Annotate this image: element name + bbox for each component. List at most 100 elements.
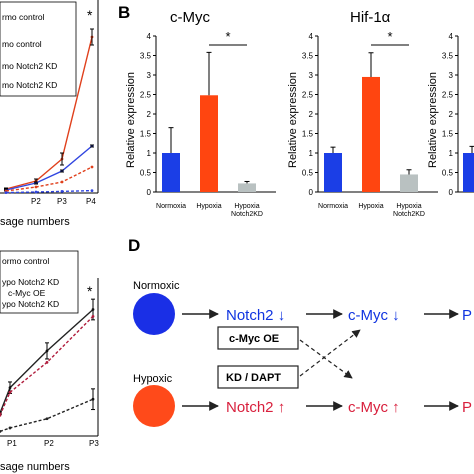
bar-chart-y-tick-label: 3.5 bbox=[140, 52, 152, 61]
panel-a-tick: P3 bbox=[57, 197, 67, 206]
line-point bbox=[4, 191, 8, 195]
bar-chart-y-tick-label: 4 bbox=[147, 32, 152, 41]
panel-c-growth-chart: P1 P2 P3 sage numbers * ormo control ypo… bbox=[0, 250, 99, 473]
significance-star: * bbox=[225, 29, 230, 44]
cmyc-oe-label: c-Myc OE bbox=[229, 333, 279, 345]
bar-category-label: Notch2KD bbox=[231, 211, 263, 218]
panel-c-legend-box bbox=[0, 250, 79, 314]
bar-chart-y-label: Relative expression bbox=[125, 72, 137, 168]
line-point bbox=[8, 390, 12, 394]
bar-chart-y-label: Relative expression bbox=[427, 72, 439, 168]
bar-chart-y-tick-label: 4 bbox=[449, 32, 454, 41]
normoxic-label: Normoxic bbox=[133, 280, 180, 292]
kd-dapt-label: KD / DAPT bbox=[226, 372, 281, 384]
bar-chart-y-tick-label: 1.5 bbox=[140, 130, 152, 139]
bar bbox=[362, 76, 380, 192]
bar-chart-y-tick-label: 0.5 bbox=[140, 169, 152, 178]
line-point bbox=[91, 315, 95, 318]
bar-category-label: Hypoxia bbox=[396, 203, 421, 210]
output-label-normoxic: P bbox=[462, 307, 472, 324]
bar bbox=[162, 153, 180, 192]
bar-chart-y-tick-label: 4 bbox=[309, 32, 314, 41]
bar-chart-y-tick-label: 3.5 bbox=[442, 52, 454, 61]
bar-chart-1: 0 0.5 1 1.5 2 2.5 3 3.5 4 Relative expression c-My… bbox=[125, 9, 276, 218]
panel-a-legend-item: mo control bbox=[2, 39, 42, 49]
line-point bbox=[34, 185, 38, 189]
line-point bbox=[34, 190, 38, 194]
panel-c-x-label: sage numbers bbox=[0, 461, 70, 473]
bar-chart-y-tick-label: 3 bbox=[449, 71, 454, 80]
line-series-4 bbox=[5, 189, 93, 194]
panel-a-tick: P4 bbox=[86, 197, 96, 206]
bar-chart-y-tick-label: 1.5 bbox=[442, 130, 454, 139]
notch2-up-label: Notch2 ↑ bbox=[226, 399, 285, 416]
bar-chart-y-tick-label: 2.5 bbox=[442, 91, 454, 100]
bar bbox=[463, 153, 474, 192]
panel-d-letter: D bbox=[128, 236, 140, 255]
bar-chart-y-tick-label: 0.5 bbox=[442, 169, 454, 178]
line-series-3 bbox=[0, 398, 94, 433]
kd-dapt-box bbox=[217, 365, 299, 389]
bar-chart-y-tick-label: 1 bbox=[309, 149, 314, 158]
bar-chart-title: c-Myc bbox=[170, 9, 210, 26]
panel-a-legend-item: mo Notch2 KD bbox=[2, 61, 57, 71]
bar-chart-y-label: Relative expression bbox=[287, 72, 299, 168]
bar-chart-2: 0 0.5 1 1.5 2 2.5 3 3.5 4 Relative expression Hif-… bbox=[287, 9, 438, 218]
panel-c-legend-item: ypo Notch2 KD bbox=[2, 299, 59, 309]
bar-category-label: Hypoxia bbox=[234, 203, 259, 210]
line-series-1 bbox=[5, 36, 93, 190]
bar bbox=[200, 95, 218, 192]
bar-chart-y-tick-label: 2.5 bbox=[302, 91, 314, 100]
hypoxic-cell-dot bbox=[133, 385, 175, 427]
bar-category-label: Normoxia bbox=[156, 203, 186, 210]
panel-a-legend-item: rmo control bbox=[2, 12, 45, 22]
bar-chart-y-tick-label: 2 bbox=[309, 110, 314, 119]
panel-c-tick: P2 bbox=[44, 439, 54, 448]
line-series-1 bbox=[0, 308, 94, 414]
bar-chart-y-tick-label: 2.5 bbox=[140, 91, 152, 100]
cmyc-up-label: c-Myc ↑ bbox=[348, 399, 400, 416]
dashed-arrow-kd-dapt bbox=[299, 329, 361, 377]
bar-chart-y-tick-label: 0 bbox=[147, 188, 152, 197]
bar-chart-y-tick-label: 1.5 bbox=[302, 130, 314, 139]
panel-c-tick: P3 bbox=[89, 439, 99, 448]
bar-chart-y-tick-label: 3 bbox=[147, 71, 152, 80]
panel-a-legend-item: mo Notch2 KD bbox=[2, 80, 57, 90]
bar-category-label: Hypoxia bbox=[196, 203, 221, 210]
panel-c-legend-item: ormo control bbox=[2, 256, 49, 266]
cmyc-oe-box bbox=[217, 326, 299, 350]
bar-chart-y-tick-label: 1 bbox=[147, 149, 152, 158]
bar bbox=[400, 174, 418, 192]
panel-a-tick: P2 bbox=[31, 197, 41, 206]
bar-chart-y-tick-label: 2 bbox=[147, 110, 152, 119]
line-point bbox=[60, 180, 64, 184]
line-series-2 bbox=[5, 145, 93, 191]
line-point bbox=[90, 165, 94, 169]
panel-b-letter: B bbox=[118, 3, 130, 22]
line-point bbox=[60, 190, 64, 193]
bar-chart-3: 0 0.5 1 1.5 2 2.5 3 3.5 4 Relative expression bbox=[427, 32, 474, 197]
line-series-3 bbox=[5, 166, 93, 192]
line-point bbox=[0, 413, 2, 417]
bar bbox=[238, 183, 256, 192]
line-series-2 bbox=[0, 315, 94, 416]
panel-c-tick: P1 bbox=[7, 439, 17, 448]
bar-chart-y-tick-label: 0 bbox=[309, 188, 314, 197]
panel-d-schematic: Normoxic Notch2 ↓ c-Myc ↓ P c-Myc OE KD … bbox=[133, 280, 472, 427]
panel-a-growth-chart: P2 P3 P4 sage numbers * rmo control mo c… bbox=[0, 0, 99, 228]
panel-c-legend-item: c-Myc OE bbox=[8, 288, 46, 298]
bar-category-label: Notch2KD bbox=[393, 211, 425, 218]
bar-chart-y-tick-label: 0 bbox=[449, 188, 454, 197]
notch2-down-label: Notch2 ↓ bbox=[226, 307, 285, 324]
bar-chart-y-tick-label: 3 bbox=[309, 71, 314, 80]
cmyc-down-label: c-Myc ↓ bbox=[348, 307, 400, 324]
line-point bbox=[45, 417, 49, 421]
bar-chart-y-tick-label: 3.5 bbox=[302, 52, 314, 61]
bar-category-label: Hypoxia bbox=[358, 203, 383, 210]
line-point bbox=[90, 189, 94, 193]
bar bbox=[324, 153, 342, 192]
panel-a-significance-star: * bbox=[87, 7, 93, 23]
bar-category-label: Normoxia bbox=[318, 203, 348, 210]
line-point bbox=[45, 361, 49, 364]
